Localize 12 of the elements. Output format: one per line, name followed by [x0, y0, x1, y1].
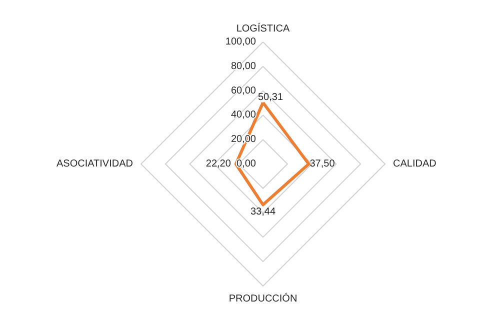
spoke-label: LOGÍSTICA — [236, 22, 290, 34]
y-tick-label: 60,00 — [230, 85, 256, 96]
y-tick-label: 40,00 — [230, 110, 256, 121]
spoke-label: CALIDAD — [393, 158, 436, 170]
data-label: 37,50 — [310, 158, 336, 170]
y-tick-label: 80,00 — [230, 60, 256, 72]
data-label: 33,44 — [250, 206, 276, 218]
spoke-label: ASOCIATIVIDAD — [56, 158, 133, 170]
data-label: 22,20 — [206, 158, 232, 170]
data-label: 50,31 — [258, 92, 284, 104]
spoke-label: PRODUCCIÓN — [228, 292, 298, 304]
y-tick-label: 100,00 — [225, 36, 256, 48]
